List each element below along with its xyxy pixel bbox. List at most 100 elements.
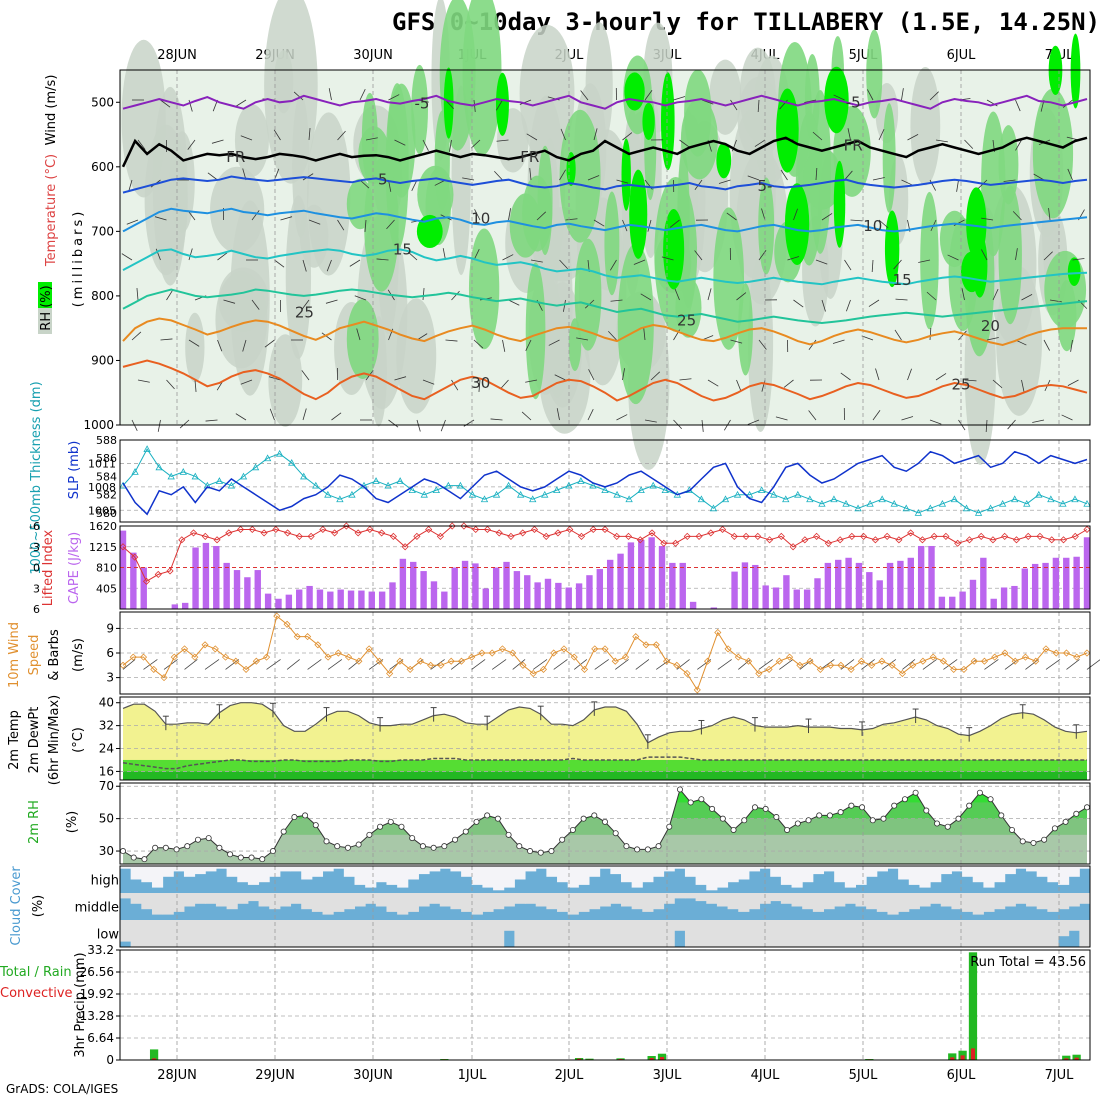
rh-marker: [419, 843, 426, 850]
rh-band: [123, 834, 1087, 864]
wind-speed-marker: [427, 661, 435, 669]
cloud-cell-middle: [1079, 893, 1091, 904]
thickness-marker: [384, 481, 392, 489]
wind-barb: [758, 250, 767, 261]
cape-bar: [752, 564, 759, 609]
cloud-cell-middle: [247, 893, 260, 902]
rh-region-moist: [417, 165, 454, 224]
cloud-cell-middle: [652, 893, 665, 910]
surface-wind-barb: [697, 659, 712, 670]
cloud-cell-low: [247, 920, 260, 947]
cloud-cell-low: [812, 920, 825, 947]
cloud-cell-high: [493, 866, 505, 891]
cloud-cell-middle: [876, 893, 888, 912]
rh-marker: [355, 841, 362, 848]
date-label-bottom: 4JUL: [751, 1068, 781, 1083]
cloud-cell-low: [365, 920, 377, 947]
rh-marker: [377, 823, 384, 830]
cape-bar: [917, 545, 925, 609]
cloud-cell-high: [748, 866, 761, 872]
wind-barb: [207, 172, 218, 181]
cloud-cell-middle: [684, 893, 697, 899]
wind-barb: [331, 412, 342, 421]
wind-barb: [325, 299, 338, 304]
cape-bar: [140, 567, 147, 609]
wind-speed-marker: [293, 633, 301, 641]
lifted-index-marker: [660, 539, 668, 547]
wind-barb: [633, 259, 646, 265]
lifted-index-marker: [707, 529, 715, 537]
rh-region-moist: [568, 318, 582, 372]
thickness-marker: [179, 468, 187, 475]
rh-marker: [173, 846, 180, 853]
cape-bar: [866, 572, 873, 609]
pressure-tick-label: 700: [91, 224, 114, 238]
wind-speed-marker: [119, 661, 127, 669]
cloud-cell-middle: [301, 893, 313, 910]
wind-barb: [526, 133, 538, 141]
cloud-cell-high: [898, 866, 910, 880]
cloud-cell-low: [258, 920, 270, 947]
lifted-index-marker: [284, 529, 292, 537]
cape-bar: [783, 575, 790, 609]
cloud-cell-low: [855, 920, 867, 947]
cloud-cell-middle: [919, 893, 931, 907]
isotherm-line: [122, 207, 1088, 233]
wind-speed-marker: [621, 653, 630, 661]
cloud-cell-middle: [279, 893, 292, 907]
wind-barb: [502, 339, 506, 352]
rh-region-moist: [468, 228, 500, 350]
thickness-marker: [251, 463, 260, 471]
wind-barb: [1072, 258, 1085, 261]
thickness-marker: [625, 495, 633, 503]
contour-label: FR: [520, 148, 539, 166]
cape-bar: [627, 542, 635, 609]
cloud-cell-low: [770, 920, 782, 947]
rh-marker: [141, 856, 148, 863]
rh-region-saturated: [642, 102, 655, 141]
lifted-index-marker: [166, 567, 174, 575]
wind-barb: [166, 379, 175, 390]
cloud-cell-low: [759, 920, 771, 947]
cloud-cell-high: [620, 866, 633, 883]
wind-barb: [529, 168, 532, 181]
precip-convective-bar: [950, 1057, 955, 1060]
cape-bar: [233, 570, 241, 609]
wind-barb: [610, 299, 623, 302]
surface-wind-barb: [820, 659, 835, 670]
contour-label: 30: [471, 374, 490, 392]
wind-barb: [673, 96, 686, 101]
wind-barb: [386, 219, 395, 230]
wind-barb: [872, 177, 885, 181]
lifted-index-marker: [319, 525, 327, 534]
rh-marker: [912, 789, 919, 796]
rh-marker: [794, 820, 801, 827]
wind-speed-marker: [324, 653, 332, 661]
lifted-index-marker: [401, 543, 409, 551]
wind-barb: [929, 419, 942, 425]
cape-bar: [586, 575, 593, 609]
wind-barb: [525, 379, 538, 383]
cloud-cell-middle: [407, 893, 419, 912]
cloud-cell-middle: [759, 893, 771, 904]
cloud-cell-low: [450, 920, 462, 947]
rh-marker: [130, 854, 137, 861]
rh-marker: [869, 817, 876, 824]
wind-barb: [554, 374, 566, 381]
wind-barb: [901, 88, 904, 101]
cloud-cell-high: [546, 866, 558, 877]
chart-title: GFS 0~10day 3-hourly for TILLABERY (1.5E…: [392, 8, 1100, 36]
rh-region-saturated: [661, 72, 675, 171]
rh-marker: [430, 844, 437, 851]
wind-barb: [326, 259, 332, 272]
wind-speed-marker: [1032, 657, 1040, 665]
wind-speed-marker: [232, 657, 240, 665]
cloud-cell-low: [482, 920, 494, 947]
cloud-cell-high: [983, 866, 995, 888]
cloud-cell-middle: [887, 893, 899, 915]
cape-bar: [513, 571, 521, 609]
isotherm-line: [122, 359, 1088, 402]
cape-bar: [264, 593, 272, 609]
rh-marker: [1041, 836, 1048, 843]
rh-marker: [580, 815, 587, 822]
